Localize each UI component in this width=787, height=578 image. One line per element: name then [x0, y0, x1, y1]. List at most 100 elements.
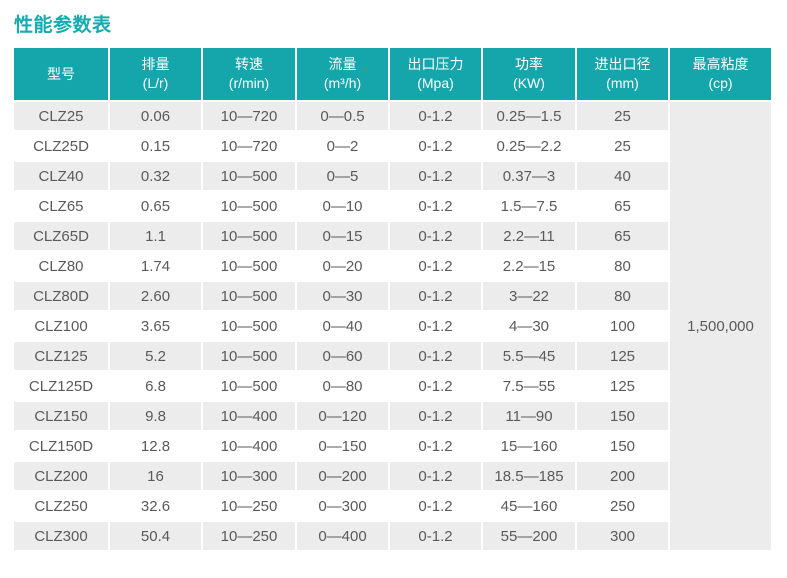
cell-model: CLZ80: [14, 252, 108, 280]
column-title: 型号: [47, 65, 75, 82]
cell-displacement: 0.65: [110, 192, 201, 220]
cell-speed: 10—500: [203, 252, 295, 280]
table-row: CLZ25 0.06 10—720 0—0.5 0-1.2 0.25—1.5 25 1,500…: [14, 102, 771, 550]
cell-model: CLZ100: [14, 312, 108, 340]
cell-speed: 10—720: [203, 132, 295, 160]
cell-power: 15—160: [483, 432, 575, 460]
cell-power: 2.2—11: [483, 222, 575, 250]
cell-flow: 0—400: [297, 522, 388, 550]
cell-displacement: 6.8: [110, 372, 201, 400]
column-unit: (m³/h): [323, 75, 362, 91]
cell-model: CLZ250: [14, 492, 108, 520]
cell-power: 4—30: [483, 312, 575, 340]
cell-flow: 0—80: [297, 372, 388, 400]
column-header-displacement: 排量 (L/r): [110, 48, 201, 100]
table-row: CLZ65D 1.1 10—500 0—15 0-1.2 2.2—11 65: [14, 222, 771, 250]
cell-pressure: 0-1.2: [390, 252, 481, 280]
cell-flow: 0—300: [297, 492, 388, 520]
column-title: 流量: [328, 56, 357, 73]
column-header-diameter: 进出口径 (mm): [577, 48, 668, 100]
cell-model: CLZ300: [14, 522, 108, 550]
column-header-power: 功率 (KW): [483, 48, 575, 100]
cell-displacement: 12.8: [110, 432, 201, 460]
table-row: CLZ80D 2.60 10—500 0—30 0-1.2 3—22 80: [14, 282, 771, 310]
cell-pressure: 0-1.2: [390, 432, 481, 460]
cell-pressure: 0-1.2: [390, 492, 481, 520]
cell-speed: 10—500: [203, 312, 295, 340]
cell-speed: 10—400: [203, 402, 295, 430]
cell-power: 5.5—45: [483, 342, 575, 370]
cell-speed: 10—250: [203, 522, 295, 550]
cell-model: CLZ80D: [14, 282, 108, 310]
cell-power: 7.5—55: [483, 372, 575, 400]
cell-flow: 0—5: [297, 162, 388, 190]
cell-diameter: 65: [577, 192, 668, 220]
cell-flow: 0—10: [297, 192, 388, 220]
column-unit: (mm): [606, 75, 639, 91]
cell-pressure: 0-1.2: [390, 372, 481, 400]
cell-speed: 10—500: [203, 222, 295, 250]
cell-power: 0.37—3: [483, 162, 575, 190]
cell-diameter: 125: [577, 342, 668, 370]
cell-pressure: 0-1.2: [390, 132, 481, 160]
cell-power: 55—200: [483, 522, 575, 550]
cell-pressure: 0-1.2: [390, 222, 481, 250]
cell-model: CLZ25: [14, 102, 108, 130]
column-unit: (Mpa): [417, 75, 454, 91]
cell-pressure: 0-1.2: [390, 192, 481, 220]
column-title: 进出口径: [594, 56, 651, 73]
cell-speed: 10—500: [203, 162, 295, 190]
cell-displacement: 0.32: [110, 162, 201, 190]
cell-power: 3—22: [483, 282, 575, 310]
cell-displacement: 9.8: [110, 402, 201, 430]
column-unit: (L/r): [142, 75, 169, 91]
cell-displacement: 3.65: [110, 312, 201, 340]
cell-flow: 0—200: [297, 462, 388, 490]
column-header-flow: 流量 (m³/h): [297, 48, 388, 100]
page-title: 性能参数表: [14, 15, 112, 36]
column-title: 出口压力: [407, 56, 464, 73]
table-row: CLZ125D 6.8 10—500 0—80 0-1.2 7.5—55 125: [14, 372, 771, 400]
cell-speed: 10—500: [203, 372, 295, 400]
cell-model: CLZ150: [14, 402, 108, 430]
column-header-speed: 转速 (r/min): [203, 48, 295, 100]
table-row: CLZ100 3.65 10—500 0—40 0-1.2 4—30 100: [14, 312, 771, 340]
cell-model: CLZ125D: [14, 372, 108, 400]
column-unit: (KW): [513, 75, 545, 91]
cell-model: CLZ200: [14, 462, 108, 490]
column-header-pressure: 出口压力 (Mpa): [390, 48, 481, 100]
table-row: CLZ80 1.74 10—500 0—20 0-1.2 2.2—15 80: [14, 252, 771, 280]
cell-diameter: 150: [577, 402, 668, 430]
cell-diameter: 65: [577, 222, 668, 250]
table-header-row: 型号 排量 (L/r) 转速 (r/min) 流量 (m³/h) 出口压力 (Mpa) 功率 (KW…: [14, 48, 771, 100]
cell-power: 45—160: [483, 492, 575, 520]
cell-flow: 0—20: [297, 252, 388, 280]
cell-pressure: 0-1.2: [390, 462, 481, 490]
cell-displacement: 16: [110, 462, 201, 490]
cell-power: 11—90: [483, 402, 575, 430]
table-row: CLZ150D 12.8 10—400 0—150 0-1.2 15—160 150: [14, 432, 771, 460]
cell-power: 18.5—185: [483, 462, 575, 490]
cell-speed: 10—400: [203, 432, 295, 460]
cell-model: CLZ125: [14, 342, 108, 370]
cell-displacement: 2.60: [110, 282, 201, 310]
cell-displacement: 1.1: [110, 222, 201, 250]
cell-displacement: 0.06: [110, 102, 201, 130]
cell-model: CLZ25D: [14, 132, 108, 160]
cell-speed: 10—720: [203, 102, 295, 130]
cell-displacement: 1.74: [110, 252, 201, 280]
cell-speed: 10—500: [203, 342, 295, 370]
table-row: CLZ125 5.2 10—500 0—60 0-1.2 5.5—45 125: [14, 342, 771, 370]
table-row: CLZ25D 0.15 10—720 0—2 0-1.2 0.25—2.2 25: [14, 132, 771, 160]
table-body: CLZ25 0.06 10—720 0—0.5 0-1.2 0.25—1.5 25 1,500…: [14, 102, 771, 550]
cell-model: CLZ40: [14, 162, 108, 190]
cell-flow: 0—40: [297, 312, 388, 340]
cell-displacement: 50.4: [110, 522, 201, 550]
cell-diameter: 300: [577, 522, 668, 550]
cell-power: 2.2—15: [483, 252, 575, 280]
cell-diameter: 80: [577, 282, 668, 310]
column-title: 功率: [515, 56, 543, 73]
table-row: CLZ200 16 10—300 0—200 0-1.2 18.5—185 200: [14, 462, 771, 490]
column-header-viscosity: 最高粘度 (cp): [670, 48, 771, 100]
cell-diameter: 80: [577, 252, 668, 280]
